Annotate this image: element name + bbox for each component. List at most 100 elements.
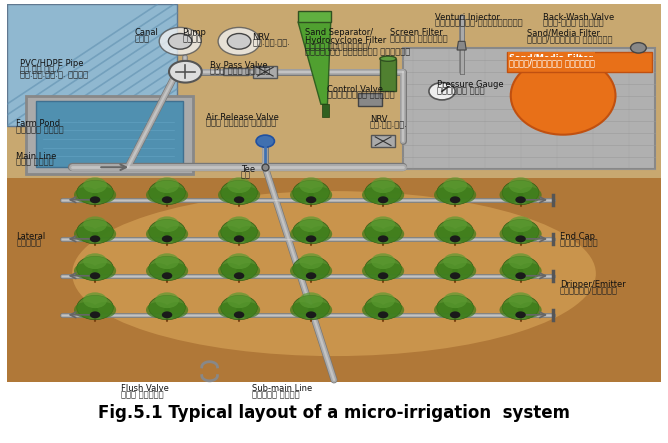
Circle shape bbox=[518, 263, 542, 279]
Ellipse shape bbox=[511, 57, 615, 135]
Circle shape bbox=[149, 180, 186, 205]
Bar bbox=[380, 59, 396, 91]
Text: एन.आर.वी.: एन.आर.वी. bbox=[370, 121, 408, 130]
Circle shape bbox=[234, 311, 244, 319]
Circle shape bbox=[290, 187, 314, 203]
Circle shape bbox=[234, 272, 244, 279]
Bar bbox=[7, 382, 661, 439]
Circle shape bbox=[365, 295, 401, 320]
Text: By Pass Valve: By Pass Valve bbox=[210, 61, 267, 70]
Circle shape bbox=[380, 226, 404, 242]
Circle shape bbox=[74, 226, 98, 242]
Text: Canal: Canal bbox=[134, 28, 158, 37]
Circle shape bbox=[500, 187, 523, 203]
Text: Screen Filter: Screen Filter bbox=[389, 28, 442, 37]
Text: एन.आर.वी.: एन.आर.वी. bbox=[253, 38, 290, 47]
Circle shape bbox=[515, 196, 526, 203]
Bar bbox=[7, 178, 661, 382]
Circle shape bbox=[502, 180, 539, 205]
Circle shape bbox=[83, 177, 107, 193]
Circle shape bbox=[299, 292, 323, 308]
Circle shape bbox=[169, 61, 202, 82]
Circle shape bbox=[90, 311, 100, 319]
Circle shape bbox=[380, 302, 404, 318]
Circle shape bbox=[518, 302, 542, 318]
Circle shape bbox=[380, 263, 404, 279]
Circle shape bbox=[500, 263, 523, 279]
Circle shape bbox=[92, 302, 116, 318]
Circle shape bbox=[362, 187, 386, 203]
Text: लेटरल: लेटरल bbox=[17, 238, 41, 247]
Circle shape bbox=[434, 187, 458, 203]
Circle shape bbox=[293, 256, 329, 280]
Circle shape bbox=[378, 311, 388, 319]
Text: Sand Separator/: Sand Separator/ bbox=[305, 28, 373, 37]
Circle shape bbox=[290, 302, 314, 318]
Circle shape bbox=[443, 292, 467, 308]
Circle shape bbox=[306, 196, 317, 203]
Circle shape bbox=[220, 256, 257, 280]
Circle shape bbox=[83, 253, 107, 269]
Circle shape bbox=[365, 256, 401, 280]
Circle shape bbox=[299, 253, 323, 269]
Circle shape bbox=[218, 27, 260, 55]
Circle shape bbox=[159, 27, 201, 55]
Circle shape bbox=[92, 226, 116, 242]
Circle shape bbox=[518, 226, 542, 242]
Circle shape bbox=[443, 216, 467, 232]
Circle shape bbox=[309, 263, 332, 279]
Text: फलश वाल्व: फलश वाल्व bbox=[122, 390, 164, 399]
Bar bbox=[253, 66, 277, 78]
Text: Pump: Pump bbox=[182, 28, 206, 37]
Circle shape bbox=[500, 226, 523, 242]
Circle shape bbox=[508, 177, 532, 193]
Text: Sand/Media Filter: Sand/Media Filter bbox=[527, 28, 600, 37]
Circle shape bbox=[371, 292, 395, 308]
Circle shape bbox=[227, 253, 251, 269]
Text: स्कीन फिल्टर: स्कीन फिल्टर bbox=[389, 34, 448, 43]
Circle shape bbox=[293, 180, 329, 205]
Text: Farm Pond: Farm Pond bbox=[17, 120, 61, 128]
Text: वेन्चुरी इन्जेक्टर: वेन्चुरी इन्जेक्टर bbox=[436, 19, 523, 28]
Circle shape bbox=[293, 295, 329, 320]
Circle shape bbox=[502, 256, 539, 280]
Circle shape bbox=[146, 226, 170, 242]
Circle shape bbox=[164, 226, 188, 242]
Text: एयर रिलीज वाल्व: एयर रिलीज वाल्व bbox=[206, 118, 277, 127]
Circle shape bbox=[90, 272, 100, 279]
Circle shape bbox=[508, 292, 532, 308]
Circle shape bbox=[146, 187, 170, 203]
Circle shape bbox=[162, 196, 172, 203]
Circle shape bbox=[443, 177, 467, 193]
Text: नहर: नहर bbox=[134, 34, 150, 43]
Text: Flush Valve: Flush Valve bbox=[122, 384, 169, 393]
Circle shape bbox=[362, 263, 386, 279]
Text: सैंड/मीडिया फिल्टर: सैंड/मीडिया फिल्टर bbox=[527, 34, 613, 43]
Circle shape bbox=[371, 253, 395, 269]
Circle shape bbox=[149, 219, 186, 244]
Circle shape bbox=[437, 180, 474, 205]
Circle shape bbox=[236, 187, 260, 203]
Text: Control Valve: Control Valve bbox=[327, 85, 383, 94]
Circle shape bbox=[234, 235, 244, 242]
Circle shape bbox=[502, 219, 539, 244]
Circle shape bbox=[515, 311, 526, 319]
Circle shape bbox=[306, 272, 317, 279]
Circle shape bbox=[83, 292, 107, 308]
Circle shape bbox=[227, 34, 251, 49]
Circle shape bbox=[155, 216, 179, 232]
Circle shape bbox=[74, 263, 98, 279]
Circle shape bbox=[378, 196, 388, 203]
Polygon shape bbox=[298, 22, 331, 104]
Circle shape bbox=[83, 216, 107, 232]
Circle shape bbox=[437, 295, 474, 320]
Circle shape bbox=[74, 302, 98, 318]
Circle shape bbox=[299, 216, 323, 232]
Bar bbox=[358, 93, 382, 106]
Circle shape bbox=[365, 219, 401, 244]
Circle shape bbox=[218, 302, 242, 318]
Circle shape bbox=[306, 311, 317, 319]
Circle shape bbox=[518, 187, 542, 203]
Circle shape bbox=[146, 263, 170, 279]
Circle shape bbox=[77, 256, 114, 280]
